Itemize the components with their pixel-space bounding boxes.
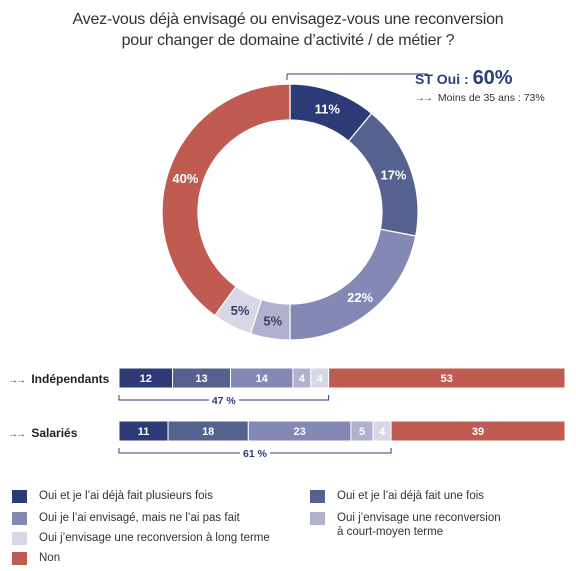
total-yes-label: ST Oui : [415,71,469,87]
bar-segment-label: 23 [294,426,306,438]
donut-slice-label: 17% [380,168,406,183]
bar-segment [328,367,566,389]
donut-slice [161,83,291,317]
under-35-text: Moins de 35 ans : 73% [437,92,545,104]
yes-bracket-label: 61 % [243,448,268,460]
under-35-line: →→ Moins de 35 ans : 73% [415,92,545,104]
double-arrow-icon: →→ [8,375,26,386]
legend-swatch [310,512,325,525]
double-arrow-icon: →→ [8,429,26,440]
bar-segment-label: 5 [359,426,365,438]
row-label-salaries: →→ Salariés [8,426,78,440]
bar-segment-label: 53 [441,373,453,385]
bar-segment-label: 4 [379,426,386,438]
legend-swatch [12,552,27,565]
legend-item: Non [12,551,60,565]
double-arrow-icon: →→ [415,93,433,104]
bar-segment-label: 12 [140,373,152,385]
donut-slice-label: 22% [347,290,373,305]
total-yes-callout: ST Oui : 60% →→ Moins de 35 ans : 73% [415,67,545,104]
donut-slice-label: 11% [315,102,341,117]
legend-item: Oui j’envisage une reconversion à court-… [310,511,501,539]
legend-item: Oui et je l’ai déjà fait plusieurs fois [12,489,213,503]
yes-bracket-label-bg [240,448,271,459]
donut-slice-label: 40% [172,171,198,186]
legend-swatch [12,512,27,525]
legend-swatch [12,532,27,545]
yes-bracket-label: 47 % [212,395,237,407]
legend-item: Oui je l’ai envisagé, mais ne l’ai pas f… [12,511,240,525]
bar-segment-label: 11 [138,426,150,438]
chart-title: Avez-vous déjà envisagé ou envisagez-vou… [0,9,576,51]
chart-title-line-1: Avez-vous déjà envisagé ou envisagez-vou… [72,11,504,28]
yes-bracket-label-bg [208,395,239,406]
bar-segment-label: 4 [299,373,306,385]
bar-segment-label: 39 [472,426,484,438]
legend-swatch [12,490,27,503]
donut-chart: 11% 17% 22% 5% 5% 40% [161,73,428,341]
bar-segment-label: 4 [317,373,324,385]
row-label-independants: →→ Indépendants [8,372,110,386]
donut-slice [289,228,417,341]
chart-title-line-2: pour changer de domaine d’activité / de … [121,32,455,49]
bar-segment-label: 14 [256,373,269,385]
donut-slice-label: 5% [263,314,282,329]
legend-item: Oui et je l’ai déjà fait une fois [310,489,484,503]
total-yes-value: 60% [472,67,513,89]
bar-segment-label: 18 [202,426,214,438]
legend-item: Oui j’envisage une reconversion à long t… [12,531,270,545]
donut-slice-label: 5% [231,303,250,318]
bar-segment [390,420,566,442]
legend-swatch [310,490,325,503]
bar-segment-label: 13 [195,373,207,385]
total-yes-line: ST Oui : 60% [415,67,545,90]
